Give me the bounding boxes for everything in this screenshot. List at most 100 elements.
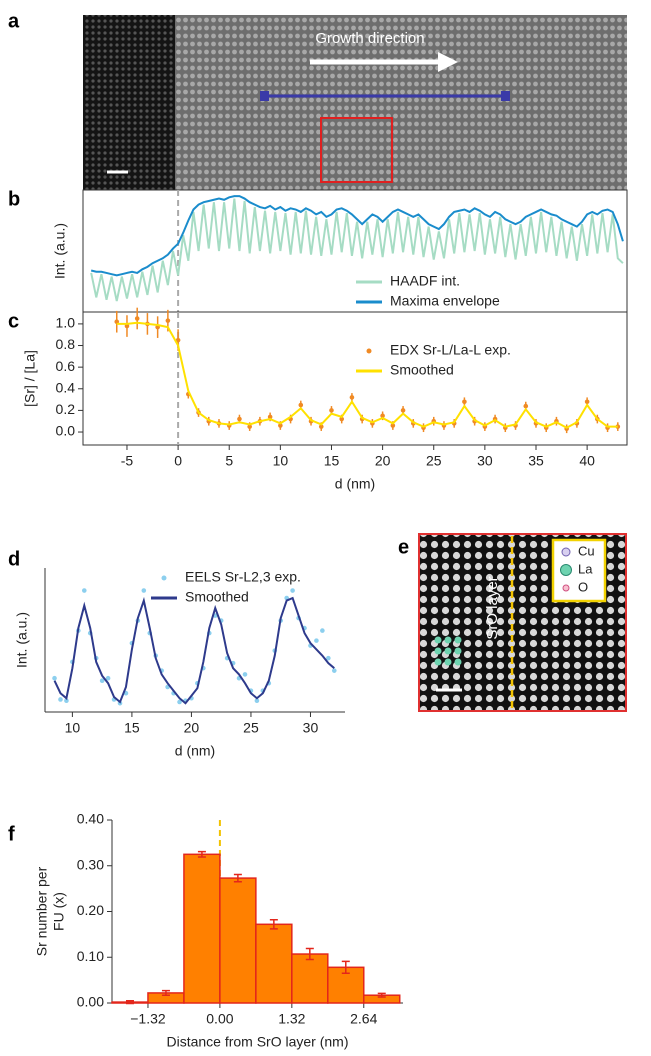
x-tick-label: 0	[174, 453, 182, 469]
x-tick-label: 25	[243, 720, 259, 736]
data-point	[329, 408, 334, 413]
bar	[219, 877, 257, 1004]
annotation: SrO layer	[484, 576, 501, 639]
data-point	[165, 318, 171, 323]
data-point	[114, 319, 120, 325]
y-tick-label: 0.40	[77, 811, 104, 827]
panel-label: d	[8, 548, 20, 570]
data-point	[267, 414, 273, 420]
x-tick-label: 15	[124, 720, 140, 736]
x-tick-label: 2.64	[350, 1011, 377, 1027]
x-tick-label: 25	[426, 453, 442, 469]
x-axis-label: d (nm)	[335, 476, 375, 492]
data-point	[349, 395, 355, 400]
data-point	[141, 588, 147, 593]
error-bar	[305, 947, 314, 961]
x-tick-label: 35	[528, 453, 544, 469]
data-point	[380, 413, 385, 419]
error-bar	[161, 989, 170, 996]
stem-image-a: Growth direction	[83, 15, 627, 190]
legend-label: HAADF int.	[390, 273, 460, 289]
x-tick-label: 15	[324, 453, 340, 469]
bar	[183, 853, 221, 1004]
error-bar	[377, 992, 386, 998]
data-point	[339, 416, 345, 422]
x-tick-label: 40	[579, 453, 595, 469]
bar	[327, 966, 365, 1004]
data-point	[99, 678, 105, 683]
y-axis-label: Int. (a.u.)	[52, 223, 68, 279]
data-point	[254, 698, 260, 704]
y-axis-label: Sr number per	[34, 866, 50, 956]
legend-label: Smoothed	[185, 589, 249, 605]
legend-swatch	[161, 575, 167, 581]
x-tick-label: 5	[225, 453, 233, 469]
data-point	[52, 675, 57, 681]
legend-label: La	[578, 561, 593, 576]
x-tick-label: 10	[65, 720, 81, 736]
data-point	[326, 655, 331, 661]
data-point	[318, 424, 324, 429]
data-point	[237, 416, 242, 422]
x-tick-label: 1.32	[278, 1011, 305, 1027]
data-point	[331, 668, 337, 673]
data-point	[134, 316, 140, 321]
x-tick-label: 10	[273, 453, 289, 469]
x-tick-label: 30	[303, 720, 319, 736]
series-line	[90, 198, 624, 302]
legend-swatch	[366, 348, 372, 354]
data-point	[58, 697, 63, 702]
data-point	[242, 672, 248, 677]
error-bar	[233, 873, 242, 883]
panel-label: a	[8, 10, 20, 32]
y-tick-label: 0.00	[77, 994, 104, 1010]
legend-label: Smoothed	[390, 362, 454, 378]
y-axis-label: Int. (a.u.)	[14, 612, 30, 668]
legend-label: EDX Sr-L/La-L exp.	[390, 342, 511, 358]
x-tick-label: -5	[121, 453, 134, 469]
y-tick-label: 1.0	[56, 315, 76, 331]
series-line	[90, 195, 624, 277]
x-axis-label: d (nm)	[175, 743, 215, 759]
panel-label: c	[8, 310, 19, 332]
data-point	[290, 588, 295, 593]
y-tick-label: 0.6	[56, 358, 76, 374]
error-bar	[125, 999, 134, 1005]
series-line	[53, 596, 335, 705]
stem-image-e: SrO layer Cu La O	[418, 533, 627, 712]
data-point	[177, 699, 182, 705]
error-bar	[269, 918, 278, 930]
data-point	[278, 423, 283, 428]
data-point	[320, 628, 325, 633]
error-bar	[197, 850, 206, 858]
series-line	[116, 321, 618, 429]
x-axis-label: Distance from SrO layer (nm)	[166, 1034, 348, 1050]
legend-label: EELS Sr-L2,3 exp.	[185, 569, 301, 585]
x-tick-label: 20	[375, 453, 391, 469]
data-point	[523, 403, 529, 409]
data-point	[462, 399, 467, 405]
x-tick-label: 30	[477, 453, 493, 469]
legend-label: Cu	[578, 543, 595, 558]
data-point	[584, 399, 590, 405]
y-tick-label: 0.30	[77, 856, 104, 872]
data-point	[124, 323, 130, 329]
y-tick-label: 0.10	[77, 948, 104, 964]
y-axis-label: FU (x)	[51, 892, 67, 931]
x-tick-label: −1.32	[130, 1011, 166, 1027]
x-tick-label: 20	[184, 720, 200, 736]
panel-label: e	[398, 536, 409, 558]
data-point	[175, 337, 181, 343]
legend-label: Maxima envelope	[390, 293, 500, 309]
data-point	[105, 675, 111, 681]
data-point	[81, 588, 87, 593]
bar	[291, 953, 329, 1004]
x-tick-label: 0.00	[206, 1011, 233, 1027]
panel-label: b	[8, 188, 20, 210]
data-point	[400, 408, 406, 413]
annotation: Growth direction	[315, 30, 424, 47]
y-tick-label: 0.20	[77, 902, 104, 918]
y-tick-label: 0.4	[56, 379, 76, 395]
legend-label: O	[578, 579, 588, 594]
